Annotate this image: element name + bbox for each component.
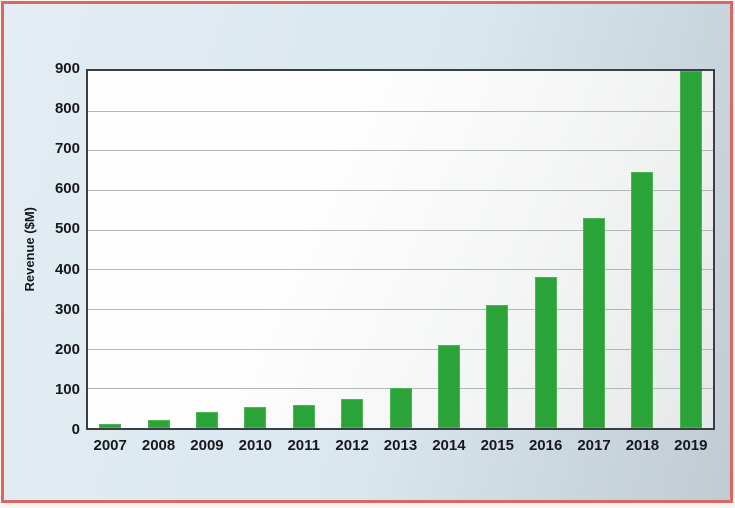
x-tick-label-2011: 2011 [287,437,320,454]
x-tick-label-2016: 2016 [528,437,563,454]
y-tick-label-500: 500 [54,220,80,238]
gridline-500 [88,229,713,231]
y-tick-label-0: 0 [71,421,80,438]
x-tick-label-2008: 2008 [141,437,176,454]
x-tick-label-2009: 2009 [190,437,224,454]
y-tick-label-600: 600 [54,180,80,198]
x-tick-label-2015: 2015 [480,437,514,454]
y-tick-label-100: 100 [54,380,80,398]
gridline-700 [88,150,713,152]
x-tick-label-2012: 2012 [335,437,369,454]
x-tick-label-2007: 2007 [93,437,127,454]
bar-2017 [583,217,606,428]
gridline-800 [88,110,713,112]
bar-2015 [486,305,509,428]
x-tick-label-2018: 2018 [625,437,660,454]
bar-2016 [534,277,557,428]
y-axis-title-wrap: Revenue ($M) [18,69,40,430]
gridline-400 [88,269,713,271]
bar-2009 [195,412,218,428]
y-tick-label-800: 800 [54,100,80,118]
gridline-600 [88,190,713,191]
y-tick-label-900: 900 [54,60,80,77]
bar-2012 [341,399,364,428]
bar-2018 [631,172,654,428]
x-tick-label-2019: 2019 [674,437,708,454]
bar-2014 [437,344,460,428]
bar-2008 [147,420,170,428]
bar-2010 [244,407,267,428]
plot-area [86,69,715,430]
x-tick-label-2013: 2013 [383,437,418,454]
x-tick-label-2010: 2010 [238,437,273,454]
y-tick-label-400: 400 [54,260,80,278]
y-tick-label-300: 300 [54,300,80,318]
x-tick-label-2017: 2017 [577,437,611,454]
bar-2011 [292,405,315,428]
y-tick-label-700: 700 [54,140,80,158]
bar-2013 [389,388,412,428]
gridline-300 [88,309,713,310]
bar-2007 [99,424,122,428]
gridline-200 [88,348,713,350]
x-tick-label-2014: 2014 [432,437,466,454]
bar-2019 [679,71,702,428]
y-tick-label-200: 200 [54,340,80,358]
